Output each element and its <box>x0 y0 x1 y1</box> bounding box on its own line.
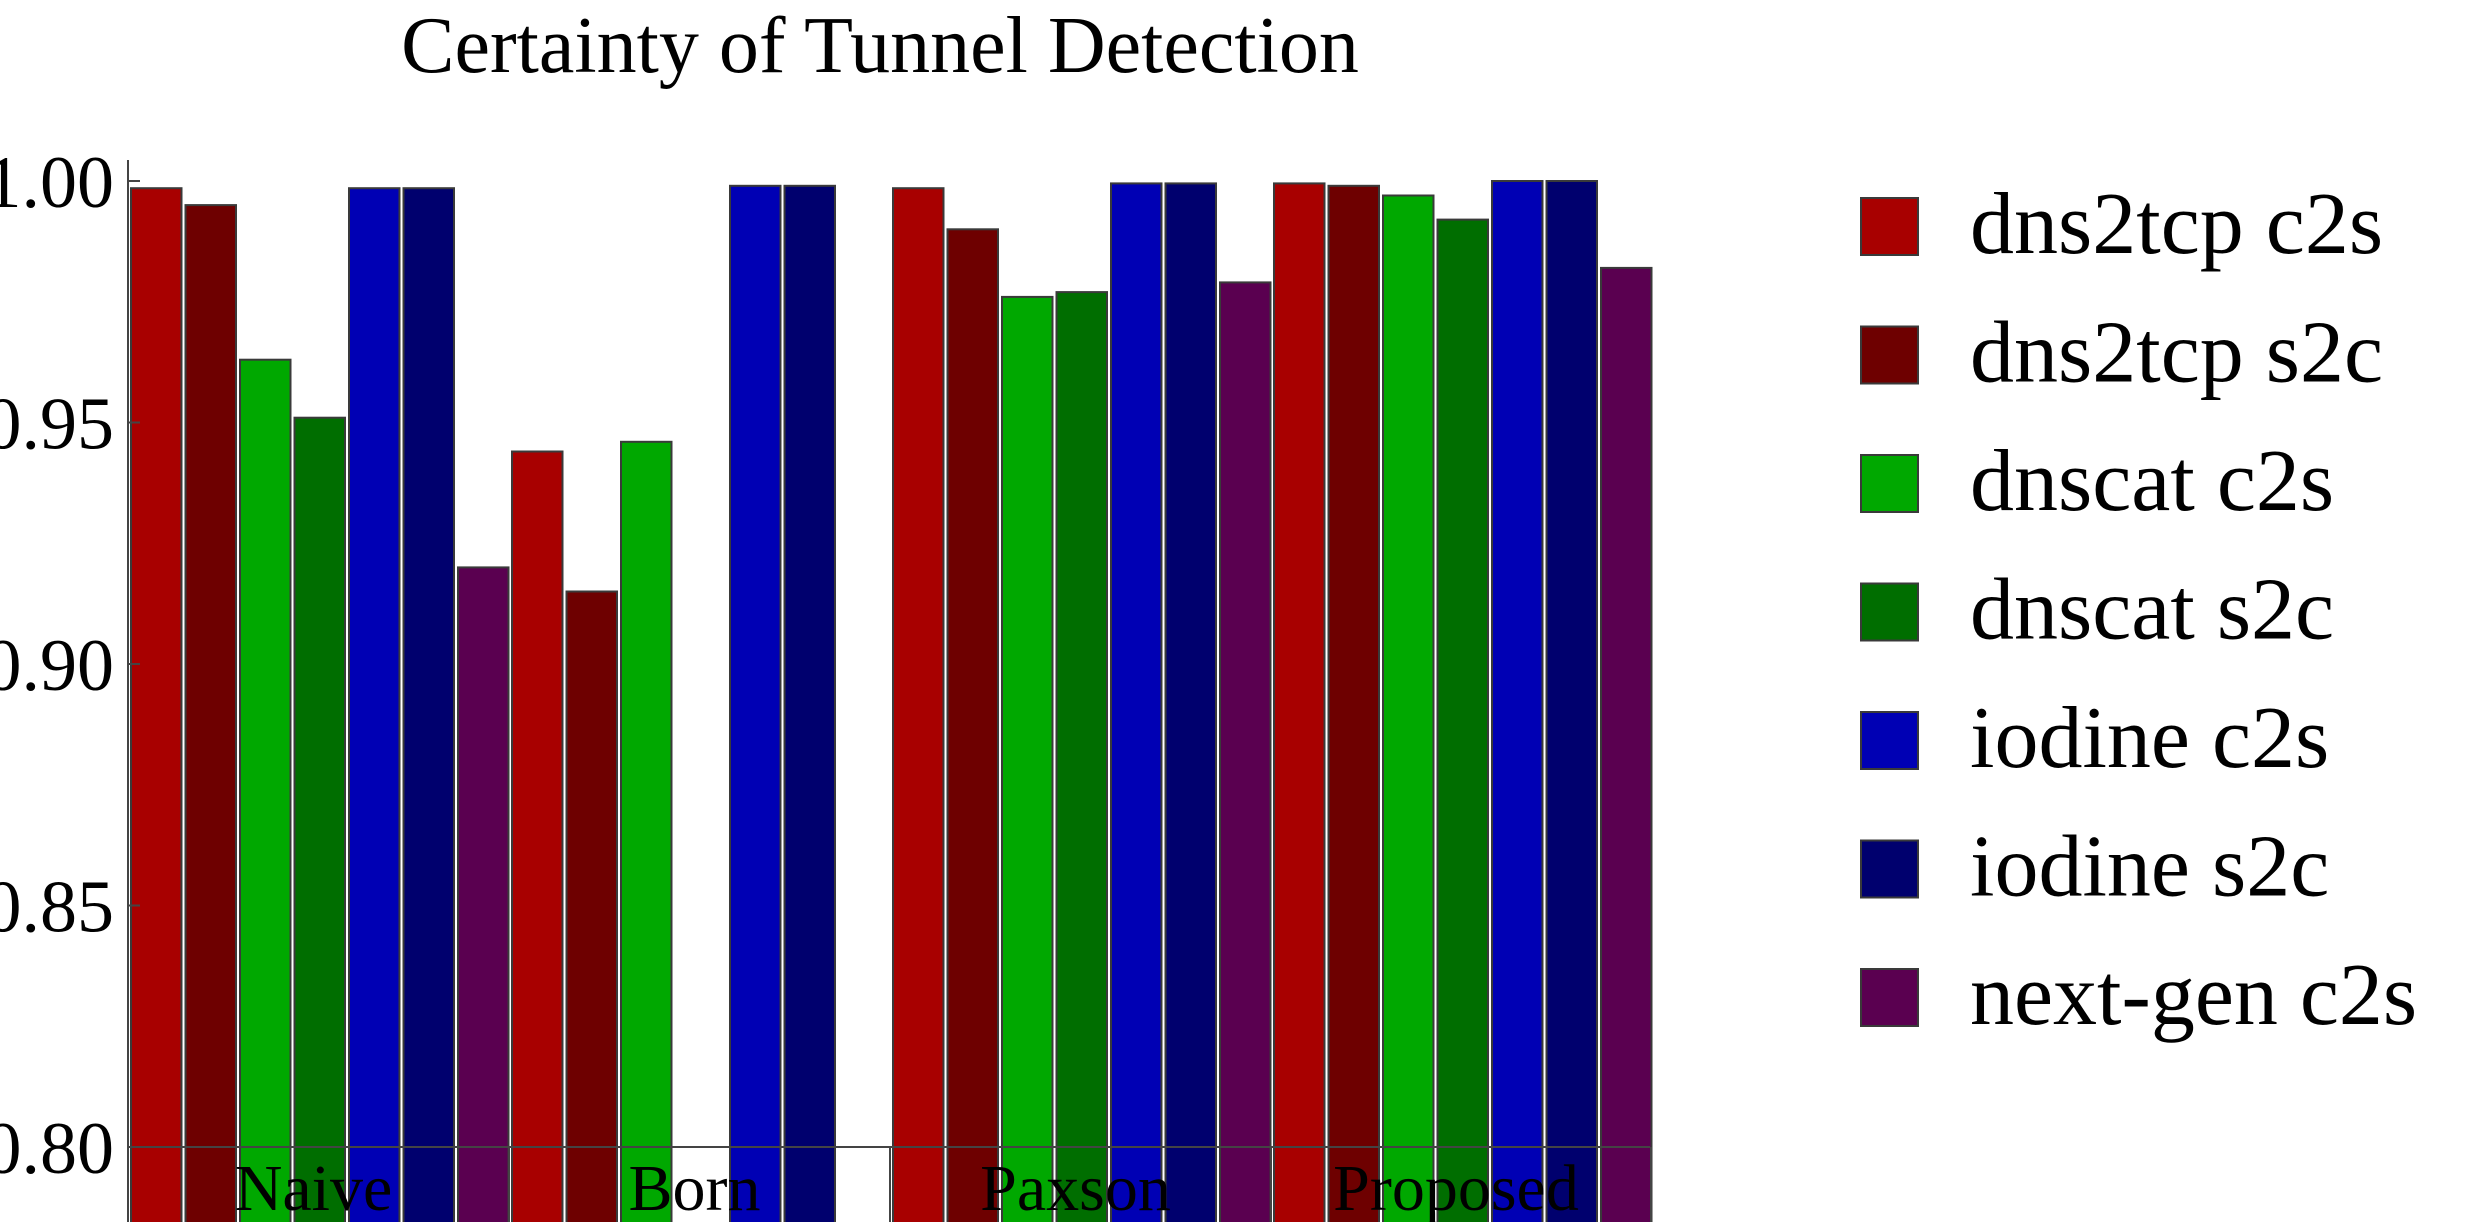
bar-proposed-iodine-c2s <box>1491 180 1544 1222</box>
legend-swatch-next-gen-c2s <box>1860 968 1919 1027</box>
legend-label-iodine-c2s: iodine c2s <box>1970 690 2329 787</box>
bar-proposed-dnscat-s2c <box>1436 218 1489 1222</box>
legend-label-iodine-s2c: iodine s2c <box>1970 819 2329 916</box>
bar-born-dns2tcp-c2s <box>511 450 564 1222</box>
legend-label-next-gen-c2s: next-gen c2s <box>1970 947 2417 1044</box>
legend-swatch-dnscat-s2c <box>1860 582 1919 642</box>
bar-born-dns2tcp-s2c <box>565 590 618 1222</box>
x-tick-label-proposed: Proposed <box>1333 1152 1579 1222</box>
bar-naive-dns2tcp-c2s <box>130 187 183 1222</box>
legend-swatch-dns2tcp-s2c <box>1860 325 1919 385</box>
legend-label-dnscat-s2c: dnscat s2c <box>1970 562 2334 659</box>
bar-paxson-dnscat-s2c <box>1055 291 1108 1222</box>
plot-area <box>130 180 1653 1222</box>
legend-swatch-iodine-c2s <box>1860 711 1919 770</box>
bar-paxson-iodine-s2c <box>1164 182 1217 1222</box>
legend-swatch-dns2tcp-c2s <box>1860 197 1919 256</box>
bar-naive-iodine-s2c <box>402 187 455 1222</box>
x-tick-label-paxson: Paxson <box>980 1152 1171 1222</box>
x-tick-label-naive: Naive <box>235 1152 393 1222</box>
bar-proposed-dns2tcp-s2c <box>1327 184 1380 1222</box>
legend-label-dns2tcp-s2c: dns2tcp s2c <box>1970 305 2383 402</box>
bar-naive-dnscat-c2s <box>239 358 292 1222</box>
bar-born-iodine-s2c <box>783 184 836 1222</box>
bar-paxson-dns2tcp-c2s <box>892 187 945 1222</box>
legend: dns2tcp c2s dns2tcp s2c dnscat c2s dnscat s… <box>1860 176 2417 1044</box>
bar-paxson-iodine-c2s <box>1110 182 1163 1222</box>
legend-swatch-dnscat-c2s <box>1860 454 1919 513</box>
bar-naive-next-gen-c2s <box>457 566 510 1222</box>
bar-proposed-next-gen-c2s <box>1600 266 1653 1222</box>
y-tick-label: 0.90 <box>0 625 114 707</box>
bar-naive-iodine-c2s <box>348 187 401 1222</box>
bar-born-dnscat-c2s <box>620 440 673 1222</box>
chart-title: Certainty of Tunnel Detection <box>401 2 1359 90</box>
legend-label-dnscat-c2s: dnscat c2s <box>1970 433 2334 530</box>
bar-proposed-dns2tcp-c2s <box>1273 182 1326 1222</box>
bar-born-iodine-c2s <box>729 184 782 1222</box>
y-tick-label: 0.80 <box>0 1108 114 1190</box>
bar-proposed-iodine-s2c <box>1545 180 1598 1222</box>
y-tick-label: 0.85 <box>0 867 114 949</box>
y-tick-label: 1.00 <box>0 142 114 224</box>
legend-label-dns2tcp-c2s: dns2tcp c2s <box>1970 176 2383 273</box>
bar-paxson-next-gen-c2s <box>1219 281 1272 1222</box>
bar-paxson-dnscat-c2s <box>1001 295 1054 1222</box>
x-axis: Naive Born Paxson Proposed <box>127 1146 1652 1222</box>
legend-swatch-iodine-s2c <box>1860 839 1919 899</box>
y-tick-label: 0.95 <box>0 384 114 466</box>
bar-naive-dns2tcp-s2c <box>184 204 237 1222</box>
bar-proposed-dnscat-c2s <box>1382 194 1435 1222</box>
x-tick-label-born: Born <box>629 1152 761 1222</box>
y-axis: 0.80 0.85 0.90 0.95 1.00 <box>0 142 140 1222</box>
bar-paxson-dns2tcp-s2c <box>946 228 999 1222</box>
bar-naive-dnscat-s2c <box>293 416 346 1222</box>
